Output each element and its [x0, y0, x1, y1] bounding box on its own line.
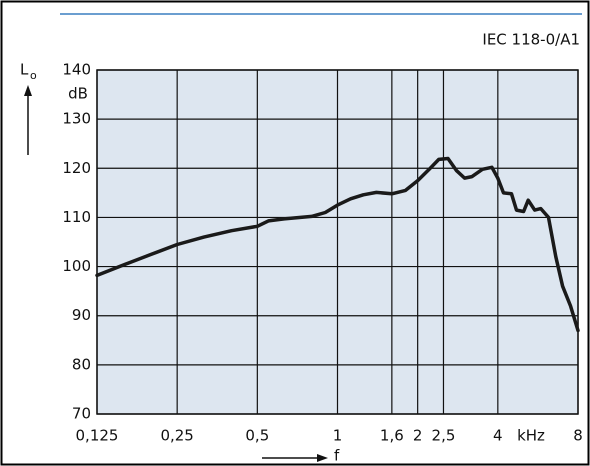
x-tick-label: 1 [333, 427, 343, 445]
y-tick-label: 80 [72, 355, 91, 373]
y-axis-label: L [20, 61, 29, 79]
y-arrow-head [24, 85, 32, 96]
y-tick-label: 140 [62, 61, 91, 79]
chart-title: IEC 118-0/A1 [482, 31, 580, 49]
plot-border [96, 69, 579, 415]
x-tick-label: 4 [493, 427, 503, 445]
x-tick-label: 8 [573, 427, 583, 445]
x-tick-label: 2,5 [432, 427, 456, 445]
x-tick-label: 0,25 [160, 427, 193, 445]
y-tick-label: 130 [62, 110, 91, 128]
x-unit: kHz [517, 427, 545, 445]
response-curve [95, 156, 580, 333]
x-arrow-head [317, 454, 328, 462]
x-tick-label: 0,125 [76, 427, 119, 445]
x-tick-label: 2 [413, 427, 423, 445]
y-tick-label: 100 [62, 257, 91, 275]
y-tick-label: 120 [62, 159, 91, 177]
y-unit: dB [68, 85, 88, 103]
x-axis-label: f [334, 447, 340, 465]
y-axis-label-subscript: o [30, 69, 37, 82]
y-tick-label: 90 [72, 306, 91, 324]
y-tick-label: 70 [72, 405, 91, 423]
x-tick-label: 1,6 [380, 427, 404, 445]
x-tick-label: 0,5 [245, 427, 269, 445]
y-tick-label: 110 [62, 208, 91, 226]
